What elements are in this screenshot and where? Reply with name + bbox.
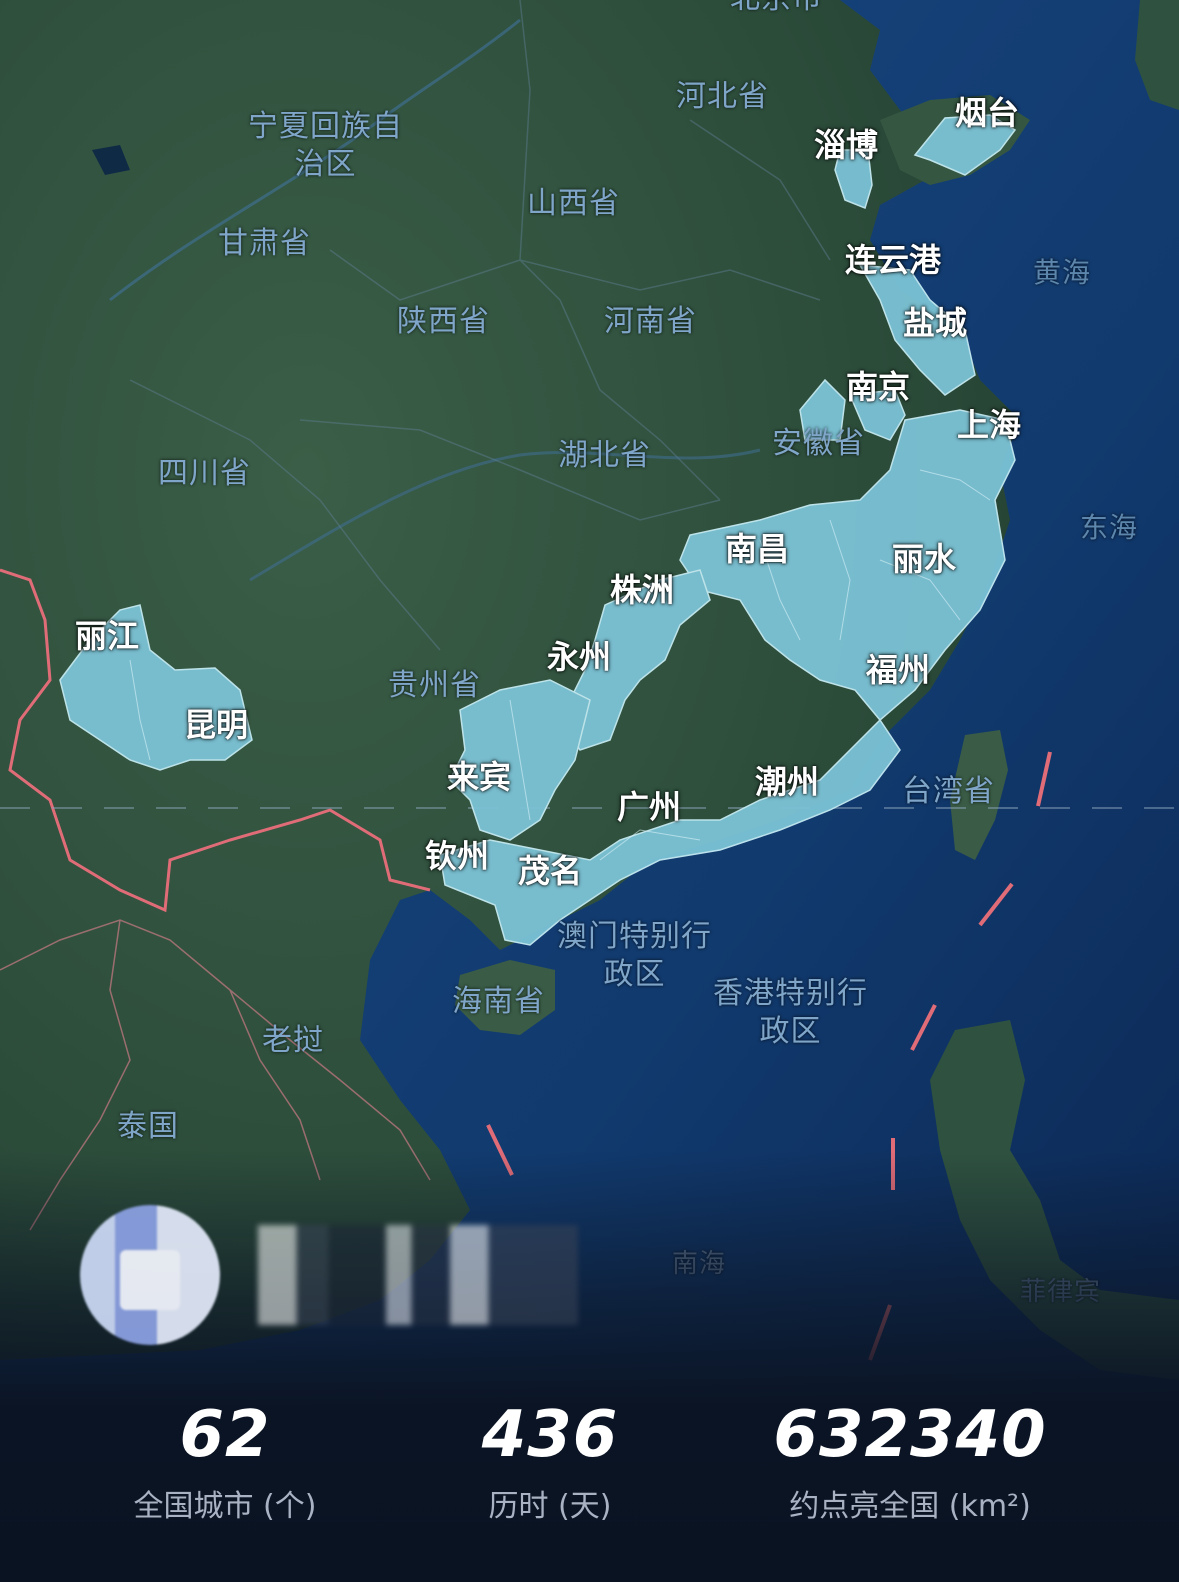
label-beijing: 北京市 [730, 0, 823, 18]
label-hebei: 河北省 [676, 79, 769, 114]
label-east-sea: 东海 [1080, 511, 1139, 544]
visited-south-coast [439, 718, 901, 946]
country-border [0, 568, 431, 913]
label-guizhou: 贵州省 [388, 668, 481, 703]
river-line [249, 448, 761, 582]
label-hongkong-text: 香港特别行 政区 [713, 976, 868, 1049]
stat-cities-label: 全国城市 (个) [133, 1489, 317, 1524]
city-label-yancheng[interactable]: 盐城 [903, 304, 968, 342]
label-macau: 澳门特别行 政区 [557, 918, 712, 993]
stat-cities: 62 全国城市 (个) [100, 1395, 350, 1529]
city-label-guangzhou[interactable]: 广州 [617, 788, 682, 826]
city-label-maoming[interactable]: 茂名 [518, 852, 583, 890]
visited-zibo [834, 149, 873, 209]
label-taiwan: 台湾省 [902, 774, 995, 809]
visited-yunnan [59, 604, 253, 771]
visited-hunan [559, 569, 711, 751]
stat-area: 632340 约点亮全国 (km²) [740, 1395, 1080, 1529]
label-anhui: 安徽省 [772, 426, 865, 461]
city-label-zibo[interactable]: 淄博 [814, 126, 879, 164]
visited-internal-borders [129, 469, 991, 861]
stat-days: 436 历时 (天) [430, 1395, 670, 1529]
stat-area-label: 约点亮全国 (km²) [789, 1489, 1031, 1524]
visited-regions [59, 114, 1017, 946]
mainland-land [0, 0, 1020, 1360]
visited-anhui [799, 378, 846, 441]
visited-yantai [913, 114, 1017, 176]
city-label-kunming[interactable]: 昆明 [184, 706, 249, 744]
taiwan-island [950, 730, 1008, 860]
label-ningxia-text: 宁夏回族自 治区 [248, 109, 403, 182]
stat-days-value: 436 [481, 1398, 619, 1472]
visited-nanjing [848, 389, 906, 441]
city-label-laibin[interactable]: 来宾 [447, 758, 512, 796]
city-label-lijiang[interactable]: 丽江 [75, 617, 140, 655]
label-hongkong: 香港特别行 政区 [713, 975, 868, 1050]
label-gansu: 甘肃省 [218, 226, 311, 261]
label-shanxi: 山西省 [527, 186, 620, 221]
label-yellow-sea: 黄海 [1033, 256, 1092, 289]
visited-east-china [679, 409, 1016, 722]
stats-bar: 62 全国城市 (个) 436 历时 (天) 632340 约点亮全国 (km²… [0, 1395, 1179, 1535]
stat-cities-value: 62 [179, 1398, 271, 1472]
visited-jiangsu [858, 264, 976, 396]
username-blurred [258, 1225, 578, 1325]
city-label-yantai[interactable]: 烟台 [955, 94, 1020, 132]
user-profile[interactable] [80, 1205, 600, 1355]
city-label-nanjing[interactable]: 南京 [846, 368, 911, 406]
label-thailand: 泰国 [117, 1109, 179, 1144]
label-sichuan: 四川省 [158, 456, 251, 491]
city-label-chaozhou[interactable]: 潮州 [755, 763, 820, 801]
city-label-qinzhou[interactable]: 钦州 [425, 837, 490, 875]
label-laos: 老挝 [262, 1023, 324, 1058]
label-hainan: 海南省 [452, 984, 545, 1019]
stat-area-value: 632340 [773, 1398, 1047, 1472]
city-label-shanghai[interactable]: 上海 [957, 406, 1022, 444]
label-ningxia: 宁夏回族自 治区 [248, 108, 403, 183]
city-label-zhuzhou[interactable]: 株洲 [610, 571, 675, 609]
label-shaanxi: 陕西省 [397, 304, 490, 339]
province-borders [129, 0, 831, 651]
stat-days-label: 历时 (天) [488, 1489, 612, 1524]
korea-land [1135, 0, 1179, 110]
lake [92, 145, 130, 175]
label-hubei: 湖北省 [558, 438, 651, 473]
city-label-lishui[interactable]: 丽水 [892, 540, 957, 578]
avatar[interactable] [80, 1205, 220, 1345]
city-label-lianyungang[interactable]: 连云港 [845, 241, 942, 279]
label-henan: 河南省 [604, 304, 697, 339]
city-label-fuzhou[interactable]: 福州 [866, 651, 931, 689]
river-line [109, 18, 521, 302]
hainan-island [455, 960, 555, 1035]
label-macau-text: 澳门特别行 政区 [557, 919, 712, 992]
philippines-land [930, 1020, 1179, 1380]
city-label-nanchang[interactable]: 南昌 [725, 530, 790, 568]
city-label-yongzhou[interactable]: 永州 [547, 638, 612, 676]
